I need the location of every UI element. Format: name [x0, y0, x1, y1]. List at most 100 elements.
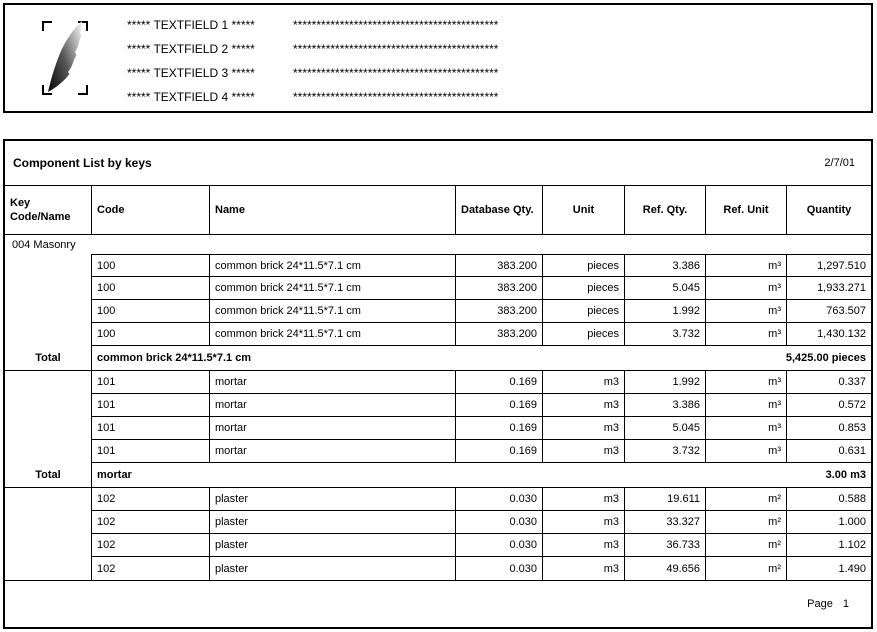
cell-ref-qty: 3.732 [625, 323, 706, 345]
cell-quantity: 1.000 [838, 516, 866, 528]
textfield-asterisk-line-2: ****************************************… [293, 42, 499, 56]
cell-name: mortar [210, 417, 456, 439]
report-date: 2/7/01 [824, 157, 855, 169]
cell-ref-unit: m² [706, 557, 787, 580]
cell-ref-qty: 1.992 [625, 300, 706, 322]
table-section-2: Total 101 mortar 0.169 m3 1.992 m³ 0.337 101 mort… [5, 371, 871, 488]
rows-area: 102 plaster 0.030 m3 19.611 m² 0.588 102 plaster… [92, 488, 871, 580]
cell-name: plaster [210, 534, 456, 556]
cell-quantity: 1.102 [838, 539, 866, 551]
cell-database-qty: 383.200 [456, 300, 543, 322]
cell-ref-unit: m² [706, 488, 787, 510]
cell-unit: m3 [543, 440, 625, 462]
textfield-row-4: ***** TEXTFIELD 4 ***** *****************… [127, 85, 861, 109]
cell-code: 101 [92, 417, 210, 439]
cell-ref-qty: 5.045 [625, 277, 706, 299]
table-section-3: 102 plaster 0.030 m3 19.611 m² 0.588 102 plaster… [5, 488, 871, 581]
cell-ref-unit: m³ [706, 394, 787, 416]
cell-database-qty: 0.169 [456, 371, 543, 393]
section-total-row: mortar 3.00 m3 [92, 463, 871, 487]
cell-database-qty: 0.169 [456, 394, 543, 416]
cell-quantity: 0.631 [838, 445, 866, 457]
cell-name: mortar [210, 394, 456, 416]
cell-name: common brick 24*11.5*7.1 cm [210, 277, 456, 299]
table-row: 100 common brick 24*11.5*7.1 cm 383.200 pie… [92, 323, 871, 346]
cell-unit: m3 [543, 557, 625, 580]
total-value: 5,425.00 pieces [785, 352, 866, 364]
title-row: Component List by keys 2/7/01 [5, 141, 871, 186]
cell-ref-qty: 3.386 [625, 394, 706, 416]
cell-name: plaster [210, 557, 456, 580]
cell-name: mortar [210, 371, 456, 393]
report-title: Component List by keys [13, 156, 152, 170]
textfield-label-1: ***** TEXTFIELD 1 ***** [127, 18, 255, 32]
cell-quantity: 1,297.510 [817, 259, 866, 272]
column-header-ref-unit: Ref. Unit [706, 186, 787, 234]
table-row: 101 mortar 0.169 m3 5.045 m³ 0.853 [92, 417, 871, 440]
table-row: 100 common brick 24*11.5*7.1 cm 383.200 pie… [92, 277, 871, 300]
column-header-name: Name [210, 186, 456, 234]
cell-unit: m3 [543, 394, 625, 416]
cell-ref-qty: 1.992 [625, 371, 706, 393]
cell-code: 102 [92, 534, 210, 556]
cell-unit: pieces [543, 255, 625, 276]
cell-name: plaster [210, 488, 456, 510]
cell-ref-unit: m³ [706, 440, 787, 462]
cell-ref-unit: m³ [706, 417, 787, 439]
cell-unit: m3 [543, 488, 625, 510]
cell-ref-unit: m³ [706, 277, 787, 299]
cell-unit: pieces [543, 323, 625, 345]
cell-quantity: 0.337 [838, 376, 866, 388]
textfield-asterisk-line-3: ****************************************… [293, 66, 499, 80]
table-row: 102 plaster 0.030 m3 36.733 m² 1.102 [92, 534, 871, 557]
table-row: 102 plaster 0.030 m3 19.611 m² 0.588 [92, 488, 871, 511]
cell-ref-qty: 3.386 [625, 255, 706, 276]
cell-database-qty: 383.200 [456, 255, 543, 276]
key-column-cell: Total [5, 254, 92, 370]
cell-database-qty: 0.169 [456, 440, 543, 462]
table-row: 100 common brick 24*11.5*7.1 cm 383.200 pie… [92, 300, 871, 323]
textfield-asterisk-line-4: ****************************************… [293, 90, 499, 104]
cell-quantity: 1,933.271 [817, 282, 866, 294]
cell-code: 101 [92, 440, 210, 462]
cell-code: 100 [92, 300, 210, 322]
total-name: common brick 24*11.5*7.1 cm [97, 352, 252, 364]
cell-name: plaster [210, 511, 456, 533]
table-row: 101 mortar 0.169 m3 3.386 m³ 0.572 [92, 394, 871, 417]
cell-ref-unit: m² [706, 534, 787, 556]
key-column-cell [5, 488, 92, 580]
cell-code: 102 [92, 557, 210, 580]
textfield-row-1: ***** TEXTFIELD 1 ***** *****************… [127, 13, 861, 37]
column-header-ref-qty: Ref. Qty. [625, 186, 706, 234]
rows-area: 101 mortar 0.169 m3 1.992 m³ 0.337 101 mortar 0.1… [92, 371, 871, 487]
footer-row: Page 1 [5, 581, 871, 627]
section-total-row: common brick 24*11.5*7.1 cm 5,425.00 piec… [92, 346, 871, 370]
cell-quantity: 0.572 [838, 399, 866, 411]
cell-ref-unit: m³ [706, 255, 787, 276]
cell-database-qty: 0.169 [456, 417, 543, 439]
cell-code: 101 [92, 394, 210, 416]
textfield-label-2: ***** TEXTFIELD 2 ***** [127, 42, 255, 56]
page-label: Page [807, 598, 833, 610]
table-row: 100 common brick 24*11.5*7.1 cm 383.200 pie… [92, 254, 871, 277]
column-header-quantity: Quantity [806, 204, 852, 216]
page-number: 1 [842, 598, 849, 610]
total-value: 3.00 m3 [825, 469, 866, 481]
cell-name: mortar [210, 440, 456, 462]
total-label: Total [35, 352, 61, 364]
cell-code: 100 [92, 323, 210, 345]
cell-unit: m3 [543, 511, 625, 533]
rows-area: 100 common brick 24*11.5*7.1 cm 383.200 pie… [92, 254, 871, 370]
cell-database-qty: 383.200 [456, 277, 543, 299]
cell-database-qty: 383.200 [456, 323, 543, 345]
key-column-cell: Total [5, 371, 92, 487]
table-row: 101 mortar 0.169 m3 3.732 m³ 0.631 [92, 440, 871, 463]
cell-code: 102 [92, 488, 210, 510]
cell-quantity: 763.507 [826, 305, 866, 317]
cell-quantity: 0.588 [838, 493, 866, 505]
cell-quantity: 0.853 [838, 422, 866, 434]
cell-database-qty: 0.030 [456, 488, 543, 510]
table-row: 102 plaster 0.030 m3 33.327 m² 1.000 [92, 511, 871, 534]
cell-name: common brick 24*11.5*7.1 cm [210, 300, 456, 322]
